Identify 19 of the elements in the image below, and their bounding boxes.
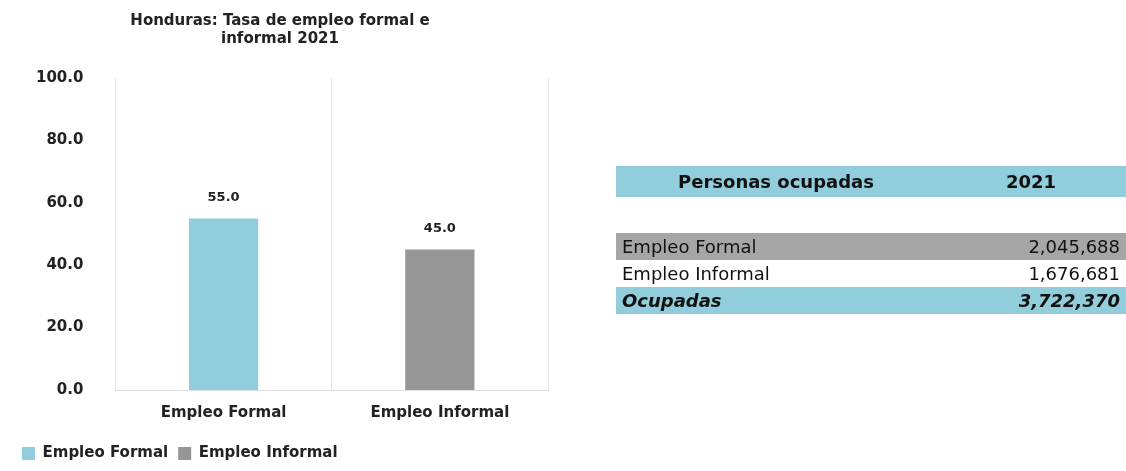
y-tick-label: 20.0: [46, 317, 84, 336]
category-label: Empleo Formal: [621, 236, 758, 257]
y-tick-label: 60.0: [46, 192, 84, 211]
data-label: 3,722,370: [1017, 290, 1121, 311]
data-label: 1,676,681: [1027, 263, 1121, 284]
chart-title: Honduras: Tasa de empleo formal e informal 2021: [130, 10, 430, 47]
y-tick-label: 80.0: [46, 130, 84, 149]
y-tick-label: 100.0: [35, 67, 84, 86]
category-label: Ocupadas: [621, 290, 723, 311]
legend-label: Empleo Informal: [198, 443, 338, 462]
data-label: 45.0: [423, 220, 456, 236]
category-label: Empleo Informal: [621, 263, 771, 284]
text: 2021: [1004, 171, 1058, 192]
data-label: 2,045,688: [1027, 236, 1121, 257]
y-tick-label: 40.0: [46, 255, 84, 274]
y-tick-label: 0.0: [56, 379, 84, 398]
legend-label: Empleo Formal: [42, 443, 169, 462]
text: Personas ocupadas: [677, 171, 875, 192]
data-label: 55.0: [207, 189, 240, 205]
